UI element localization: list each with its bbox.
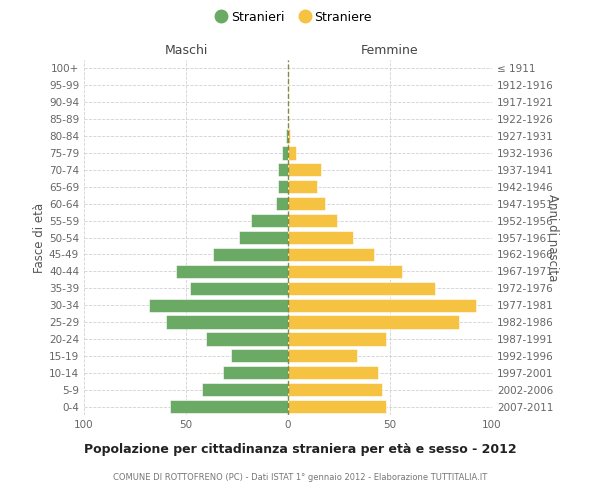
- Bar: [278, 164, 288, 176]
- Legend: Stranieri, Straniere: Stranieri, Straniere: [211, 6, 377, 29]
- Bar: [166, 316, 288, 328]
- Bar: [276, 197, 288, 210]
- Bar: [288, 332, 386, 345]
- Bar: [176, 264, 288, 278]
- Bar: [288, 146, 296, 160]
- Bar: [206, 332, 288, 345]
- Bar: [282, 146, 288, 160]
- Y-axis label: Anni di nascita: Anni di nascita: [546, 194, 559, 281]
- Bar: [288, 383, 382, 396]
- Bar: [288, 298, 476, 312]
- Bar: [288, 400, 386, 413]
- Text: Maschi: Maschi: [164, 44, 208, 57]
- Bar: [288, 180, 317, 194]
- Text: COMUNE DI ROTTOFRENO (PC) - Dati ISTAT 1° gennaio 2012 - Elaborazione TUTTITALIA: COMUNE DI ROTTOFRENO (PC) - Dati ISTAT 1…: [113, 472, 487, 482]
- Bar: [239, 231, 288, 244]
- Bar: [251, 214, 288, 227]
- Bar: [288, 231, 353, 244]
- Y-axis label: Fasce di età: Fasce di età: [33, 202, 46, 272]
- Bar: [190, 282, 288, 295]
- Bar: [202, 383, 288, 396]
- Bar: [149, 298, 288, 312]
- Bar: [212, 248, 288, 261]
- Bar: [288, 264, 402, 278]
- Bar: [288, 366, 378, 380]
- Bar: [223, 366, 288, 380]
- Bar: [288, 197, 325, 210]
- Bar: [288, 282, 435, 295]
- Bar: [170, 400, 288, 413]
- Bar: [288, 349, 358, 362]
- Bar: [231, 349, 288, 362]
- Bar: [288, 248, 374, 261]
- Bar: [288, 130, 290, 142]
- Bar: [288, 214, 337, 227]
- Bar: [278, 180, 288, 194]
- Bar: [288, 316, 460, 328]
- Bar: [288, 164, 320, 176]
- Text: Femmine: Femmine: [361, 44, 419, 57]
- Text: Popolazione per cittadinanza straniera per età e sesso - 2012: Popolazione per cittadinanza straniera p…: [83, 442, 517, 456]
- Bar: [286, 130, 288, 142]
